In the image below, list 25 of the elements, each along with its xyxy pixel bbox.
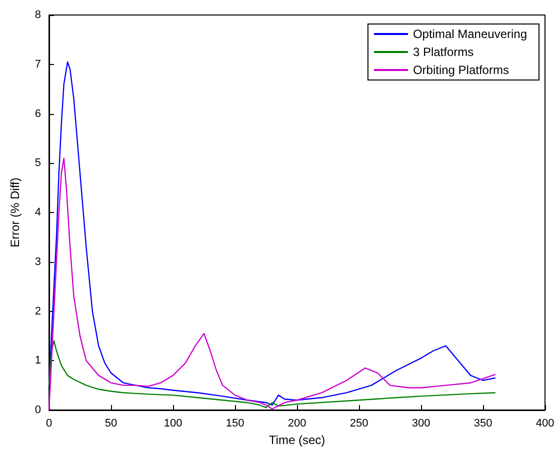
line-series — [48, 158, 496, 411]
x-tick-label: 400 — [536, 418, 554, 430]
y-tick-label: 2 — [34, 305, 41, 318]
x-tick-label: 350 — [474, 418, 492, 430]
x-tick-label: 150 — [226, 418, 244, 430]
y-tick-label: 6 — [34, 108, 41, 120]
x-tick-label: 100 — [164, 418, 182, 430]
y-tick-label: 7 — [34, 58, 41, 70]
x-axis-title: Time (sec) — [268, 432, 326, 447]
y-tick-label: 3 — [34, 256, 41, 268]
y-axis-title: Error (% Diff) — [8, 178, 22, 248]
y-tick-label: 4 — [34, 206, 41, 218]
x-tick-label: 0 — [46, 418, 52, 430]
y-tick-label: 8 — [34, 9, 41, 21]
x-tick-label: 300 — [412, 418, 430, 430]
x-tick-label: 250 — [350, 418, 368, 430]
legend-label: Optimal Maneuvering — [412, 27, 528, 41]
y-tick-label: 0 — [34, 404, 41, 416]
legend-label: Orbiting Platforms — [412, 63, 509, 77]
x-tick-label: 50 — [104, 418, 118, 430]
line-series — [48, 340, 496, 408]
y-tick-label: 1 — [34, 354, 41, 367]
y-tick-label: 5 — [34, 157, 41, 170]
x-tick-label: 200 — [288, 418, 306, 430]
legend-label: 3 Platforms — [412, 45, 474, 59]
